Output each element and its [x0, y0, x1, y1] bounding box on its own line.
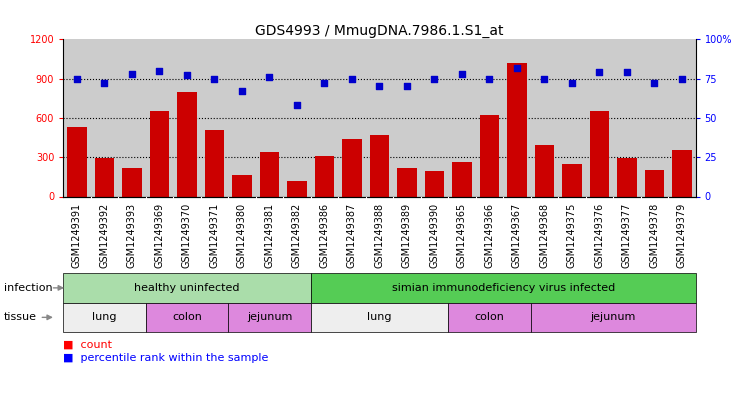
Text: GSM1249380: GSM1249380	[237, 203, 247, 268]
Text: ■  percentile rank within the sample: ■ percentile rank within the sample	[63, 353, 269, 363]
Point	[346, 75, 358, 82]
Point	[373, 83, 385, 90]
Text: GSM1249370: GSM1249370	[182, 203, 192, 268]
Text: GSM1249388: GSM1249388	[374, 203, 385, 268]
Bar	[177, 92, 196, 196]
Bar	[480, 115, 499, 196]
Text: GSM1249381: GSM1249381	[264, 203, 275, 268]
Bar	[95, 158, 114, 196]
Point	[539, 75, 551, 82]
Text: colon: colon	[172, 312, 202, 322]
Bar	[68, 127, 86, 196]
Point	[98, 80, 110, 86]
Text: GSM1249387: GSM1249387	[347, 203, 357, 268]
Bar	[673, 150, 691, 196]
Text: GSM1249390: GSM1249390	[429, 203, 440, 268]
Point	[236, 88, 248, 94]
Text: GSM1249367: GSM1249367	[512, 203, 522, 268]
Text: GSM1249375: GSM1249375	[567, 203, 577, 268]
Point	[484, 75, 496, 82]
Bar	[452, 162, 472, 196]
Text: simian immunodeficiency virus infected: simian immunodeficiency virus infected	[391, 283, 615, 293]
Text: GSM1249365: GSM1249365	[457, 203, 467, 268]
Text: GSM1249376: GSM1249376	[594, 203, 604, 268]
Text: GSM1249389: GSM1249389	[402, 203, 412, 268]
FancyBboxPatch shape	[63, 303, 146, 332]
FancyBboxPatch shape	[311, 303, 448, 332]
Point	[594, 69, 606, 75]
Text: lung: lung	[92, 312, 117, 322]
Bar	[287, 181, 307, 196]
Point	[181, 72, 193, 79]
Point	[263, 74, 275, 80]
Point	[126, 71, 138, 77]
Point	[401, 83, 413, 90]
FancyBboxPatch shape	[448, 303, 530, 332]
Text: GSM1249378: GSM1249378	[650, 203, 659, 268]
Bar	[315, 156, 334, 196]
FancyBboxPatch shape	[228, 303, 311, 332]
Text: infection: infection	[4, 283, 52, 293]
Text: healthy uninfected: healthy uninfected	[134, 283, 240, 293]
Text: colon: colon	[475, 312, 504, 322]
Bar	[425, 171, 444, 196]
Bar	[342, 139, 362, 196]
Point	[291, 102, 303, 108]
Text: GSM1249393: GSM1249393	[127, 203, 137, 268]
Text: GSM1249386: GSM1249386	[319, 203, 330, 268]
Text: lung: lung	[368, 312, 391, 322]
Point	[456, 71, 468, 77]
Point	[566, 80, 578, 86]
Bar	[590, 111, 609, 196]
Title: GDS4993 / MmugDNA.7986.1.S1_at: GDS4993 / MmugDNA.7986.1.S1_at	[255, 24, 504, 38]
Bar	[507, 63, 527, 196]
Text: GSM1249371: GSM1249371	[210, 203, 219, 268]
Bar	[535, 145, 554, 196]
Point	[511, 64, 523, 71]
Point	[429, 75, 440, 82]
Text: ■  count: ■ count	[63, 339, 112, 349]
Text: GSM1249391: GSM1249391	[72, 203, 82, 268]
Text: jejunum: jejunum	[247, 312, 292, 322]
Point	[208, 75, 220, 82]
Point	[621, 69, 633, 75]
Point	[318, 80, 330, 86]
Bar	[370, 135, 389, 196]
Bar	[397, 168, 417, 196]
Text: tissue: tissue	[4, 312, 36, 322]
FancyBboxPatch shape	[311, 273, 696, 303]
Text: GSM1249382: GSM1249382	[292, 203, 302, 268]
Bar	[122, 168, 141, 196]
Text: jejunum: jejunum	[591, 312, 636, 322]
Text: GSM1249366: GSM1249366	[484, 203, 495, 268]
Text: GSM1249379: GSM1249379	[677, 203, 687, 268]
Bar	[232, 175, 251, 196]
FancyBboxPatch shape	[146, 303, 228, 332]
Point	[649, 80, 661, 86]
Text: GSM1249368: GSM1249368	[539, 203, 549, 268]
Point	[153, 68, 165, 74]
Bar	[205, 130, 224, 196]
FancyBboxPatch shape	[530, 303, 696, 332]
Bar	[150, 111, 169, 196]
Text: GSM1249369: GSM1249369	[155, 203, 164, 268]
Point	[676, 75, 688, 82]
Text: GSM1249392: GSM1249392	[100, 203, 109, 268]
Bar	[562, 164, 582, 196]
Bar	[260, 152, 279, 196]
FancyBboxPatch shape	[63, 273, 311, 303]
Bar	[618, 158, 637, 196]
Point	[71, 75, 83, 82]
Bar	[645, 170, 664, 196]
Text: GSM1249377: GSM1249377	[622, 203, 632, 268]
